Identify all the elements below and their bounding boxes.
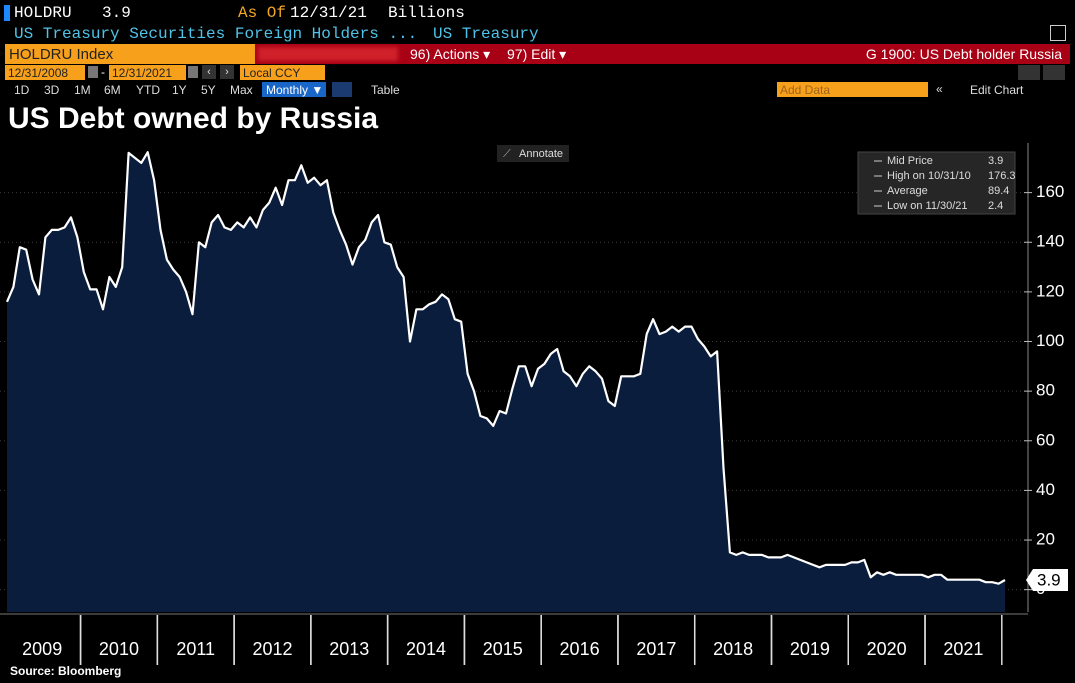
legend-box bbox=[857, 151, 1016, 215]
range-button[interactable]: 5Y bbox=[201, 83, 216, 97]
range-button[interactable]: YTD bbox=[136, 83, 160, 97]
y-tick-label: 140 bbox=[1036, 232, 1064, 251]
y-tick-label: 20 bbox=[1036, 530, 1055, 549]
range-button[interactable]: 1Y bbox=[172, 83, 187, 97]
source-name: US Treasury bbox=[433, 25, 539, 43]
dash: - bbox=[101, 65, 105, 79]
range-button[interactable]: 1M bbox=[74, 83, 91, 97]
calendar-icon[interactable] bbox=[188, 66, 198, 78]
chart-type-button[interactable] bbox=[332, 82, 352, 97]
description: US Treasury Securities Foreign Holders .… bbox=[14, 25, 418, 43]
range-button[interactable]: Max bbox=[230, 83, 253, 97]
legend-label: Average bbox=[887, 185, 928, 197]
source: Source: Bloomberg bbox=[10, 664, 121, 678]
add-data[interactable]: Add Data bbox=[777, 82, 928, 97]
edit-menu[interactable]: 97) Edit ▾ bbox=[507, 46, 567, 62]
as-of-label: As Of bbox=[238, 4, 287, 22]
y-tick-label: 40 bbox=[1036, 480, 1055, 499]
marker bbox=[4, 5, 10, 21]
currency[interactable]: Local CCY bbox=[240, 65, 325, 80]
x-tick-label: 2020 bbox=[867, 639, 907, 659]
x-tick-label: 2019 bbox=[790, 639, 830, 659]
line bbox=[5, 151, 1006, 585]
frequency[interactable]: Monthly ▼ bbox=[262, 82, 326, 97]
x-tick-label: 2015 bbox=[483, 639, 523, 659]
legend-label: High on 10/31/10 bbox=[887, 170, 971, 182]
prev-button[interactable]: ‹ bbox=[202, 65, 216, 79]
start-date[interactable]: 12/31/2008 bbox=[5, 65, 85, 80]
x-tick-label: 2016 bbox=[560, 639, 600, 659]
edit-chart[interactable]: Edit Chart bbox=[970, 83, 1024, 97]
chart-title: US Debt owned by Russia bbox=[8, 102, 379, 135]
x-tick-label: 2017 bbox=[636, 639, 676, 659]
x-tick-label: 2013 bbox=[329, 639, 369, 659]
legend-value: 176.3 bbox=[988, 170, 1016, 182]
y-tick-label: 80 bbox=[1036, 381, 1055, 400]
x-tick-label: 2010 bbox=[99, 639, 139, 659]
redo-button[interactable] bbox=[1043, 65, 1065, 80]
legend-label: Low on 11/30/21 bbox=[887, 200, 968, 212]
ticker: HOLDRU bbox=[14, 4, 72, 22]
actions-menu[interactable]: 96) Actions ▾ bbox=[410, 46, 491, 62]
legend-value: 2.4 bbox=[988, 200, 1003, 212]
price: 3.9 bbox=[102, 4, 131, 22]
security[interactable]: HOLDRU Index bbox=[5, 44, 255, 64]
undo-button[interactable] bbox=[1018, 65, 1040, 80]
range-button[interactable]: 3D bbox=[44, 83, 60, 97]
blurred-field bbox=[258, 47, 398, 61]
chart-name: G 1900: US Debt holder Russia bbox=[865, 46, 1062, 62]
annotate-label[interactable]: Annotate bbox=[519, 148, 563, 160]
legend-label: Mid Price bbox=[887, 155, 933, 167]
x-tick-label: 2018 bbox=[713, 639, 753, 659]
x-tick-label: 2012 bbox=[252, 639, 292, 659]
y-tick-label: 160 bbox=[1036, 182, 1064, 201]
end-date[interactable]: 12/31/2021 bbox=[109, 65, 186, 80]
x-tick-label: 2014 bbox=[406, 639, 446, 659]
popout-icon[interactable] bbox=[1050, 25, 1066, 41]
area bbox=[7, 152, 1005, 612]
legend-value: 89.4 bbox=[988, 185, 1009, 197]
collapse-button[interactable]: « bbox=[936, 82, 943, 96]
last-value-badge bbox=[1026, 568, 1068, 591]
calendar-icon[interactable] bbox=[88, 66, 98, 78]
units: Billions bbox=[388, 4, 465, 22]
y-tick-label: 100 bbox=[1036, 331, 1064, 350]
y-tick-label: 60 bbox=[1036, 430, 1055, 449]
annotate-button[interactable] bbox=[497, 145, 569, 162]
next-button[interactable]: › bbox=[220, 65, 234, 79]
range-button[interactable]: 6M bbox=[104, 83, 121, 97]
last-value-label: 3.9 bbox=[1037, 570, 1061, 589]
x-tick-label: 2021 bbox=[943, 639, 983, 659]
legend-value: 3.9 bbox=[988, 155, 1003, 167]
range-button[interactable]: 1D bbox=[14, 83, 30, 97]
x-tick-label: 2009 bbox=[22, 639, 62, 659]
table-button[interactable]: Table bbox=[371, 83, 400, 97]
annotate-icon: ⟋ bbox=[503, 148, 511, 160]
as-of-date: 12/31/21 bbox=[290, 4, 367, 22]
x-tick-label: 2011 bbox=[176, 639, 215, 659]
y-tick-label: 120 bbox=[1036, 281, 1064, 300]
